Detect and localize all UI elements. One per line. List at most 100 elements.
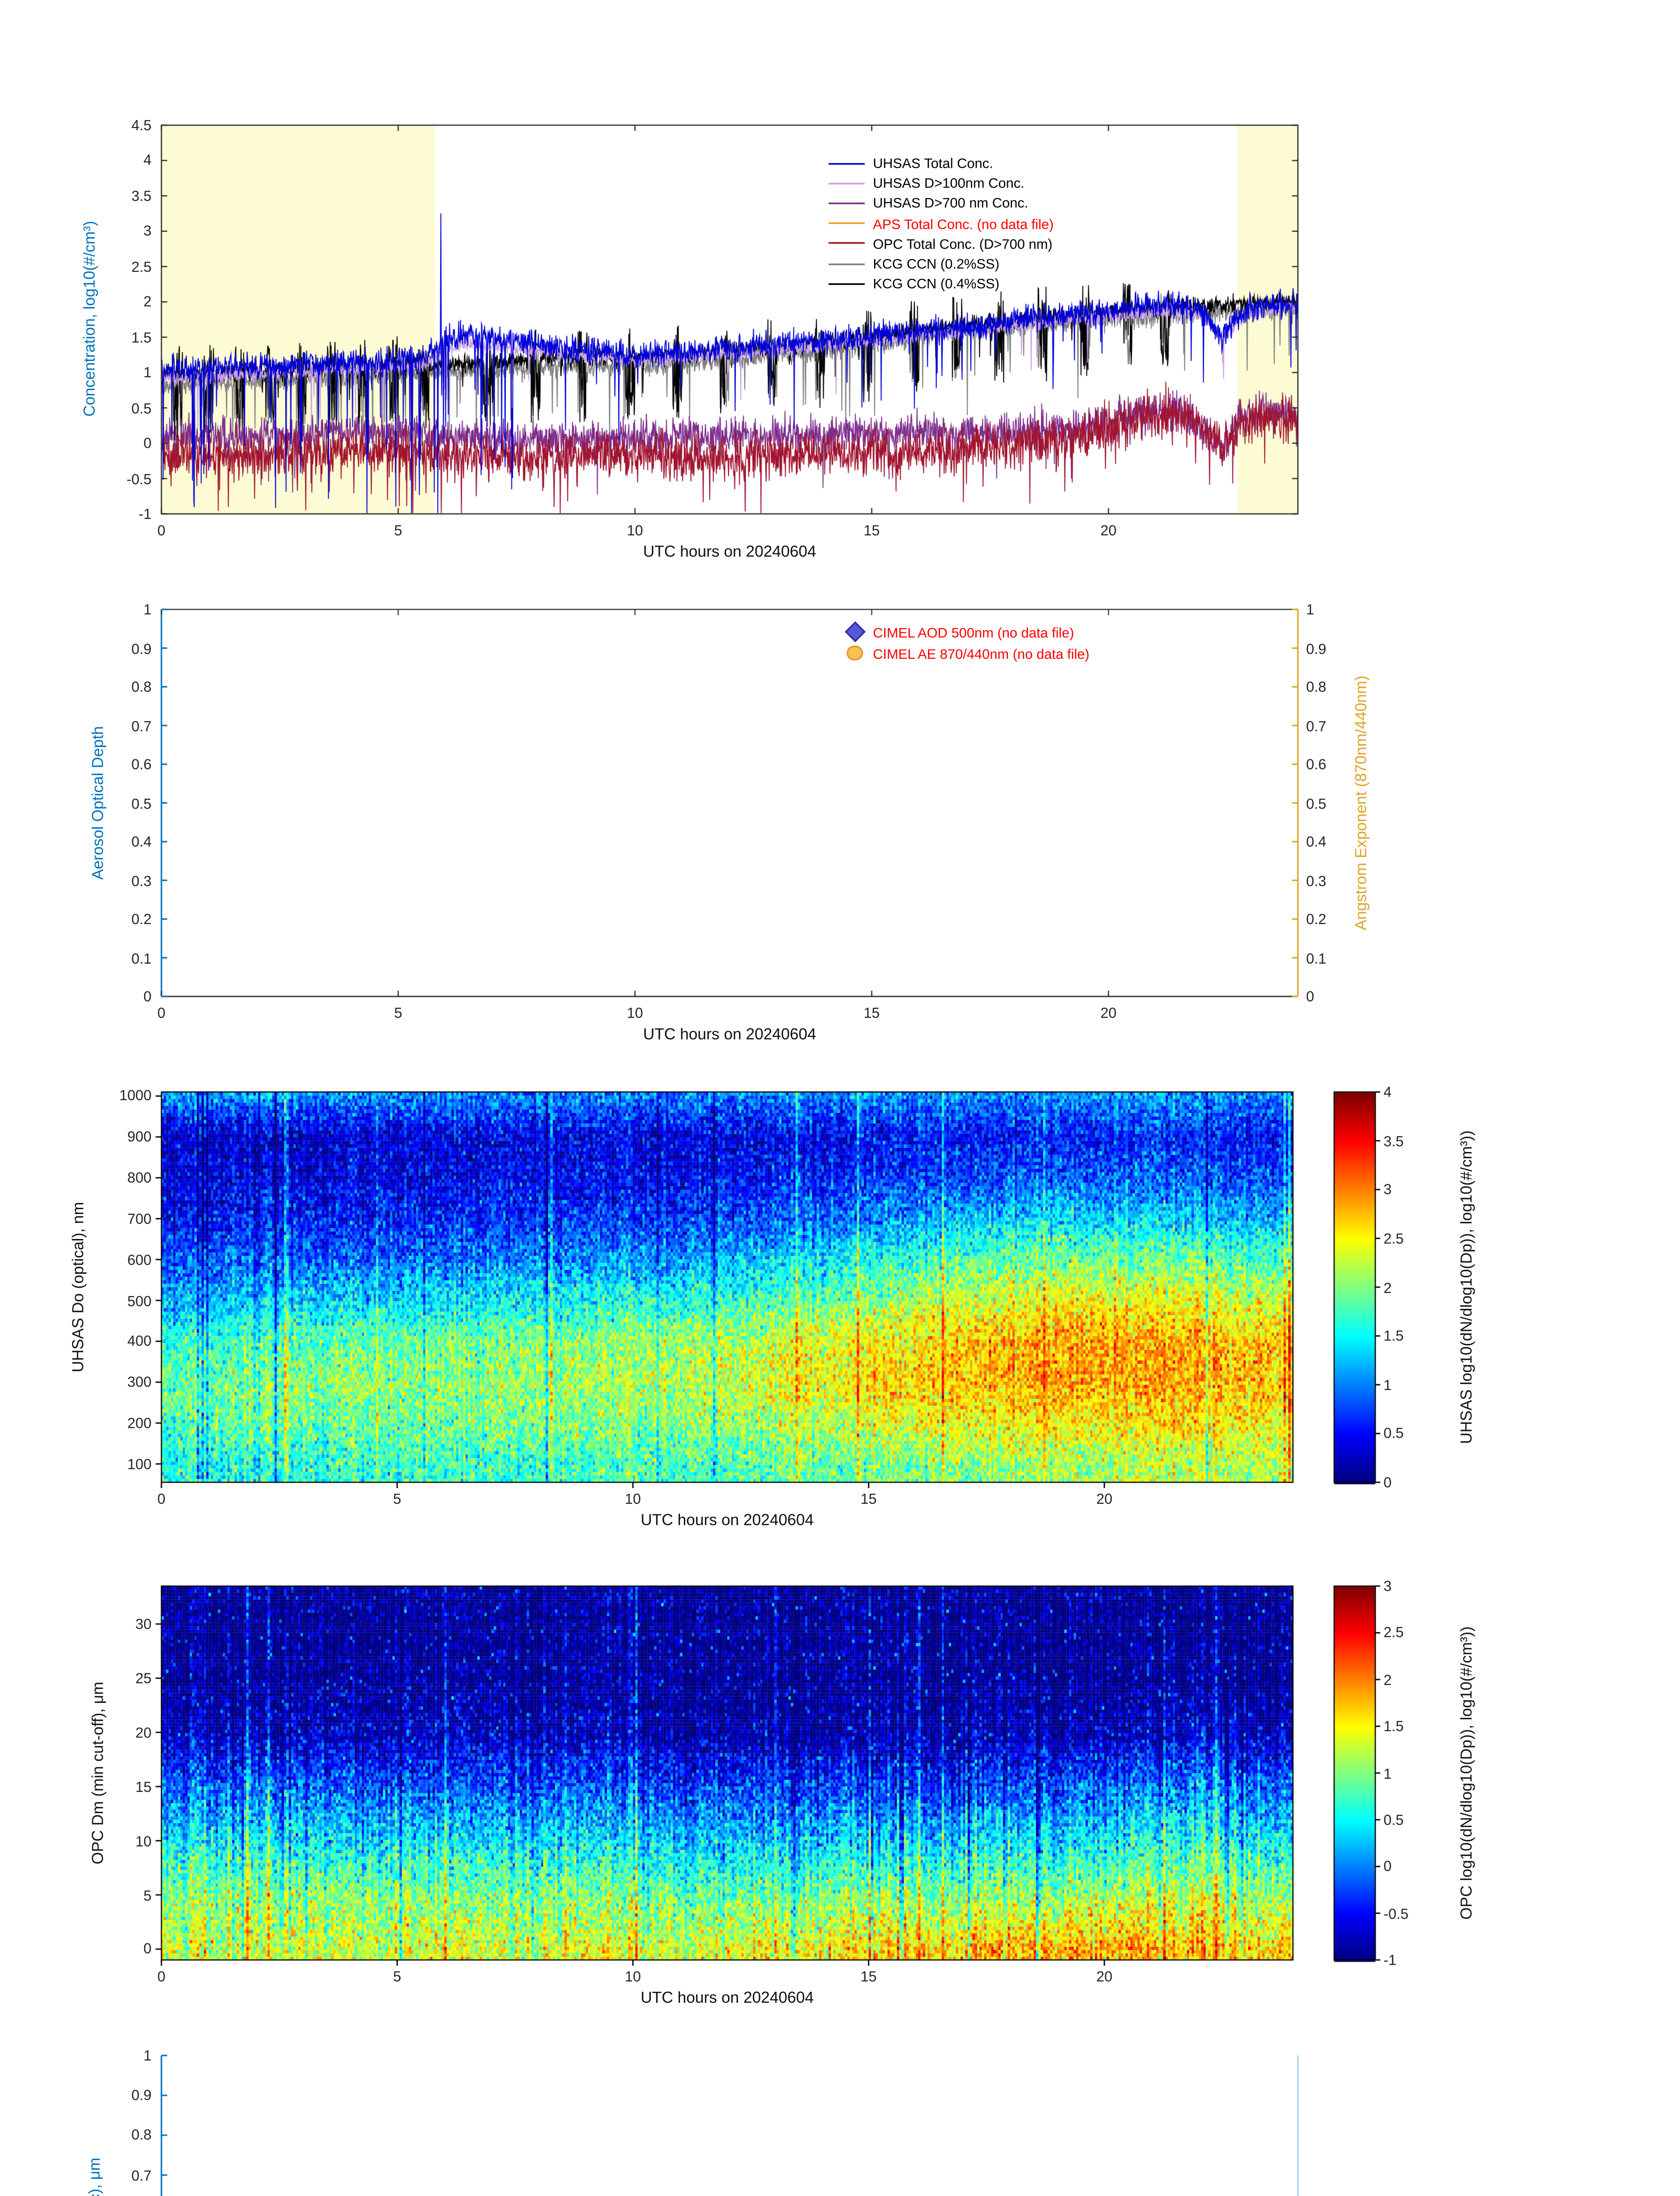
legend-item-label: APS Total Conc. (no data file): [873, 215, 1054, 232]
tick-label: 20: [1100, 521, 1117, 538]
tick-label: 0.5: [1384, 1425, 1404, 1442]
aod-plot-canvas: [148, 596, 1311, 1010]
tick-label: 0.1: [1306, 949, 1326, 966]
tick-label: 4: [1384, 1084, 1392, 1101]
tick-label: 500: [127, 1292, 152, 1309]
diamond-shape: [845, 621, 865, 642]
tick-label: 0: [157, 1004, 166, 1021]
concentration-legend: UHSAS Total Conc. UHSAS D>100nm Conc. UHSA…: [828, 153, 1054, 294]
tick-label: 0: [157, 521, 166, 538]
tick-label: 600: [127, 1251, 152, 1268]
tick-label: 0: [157, 1967, 166, 1984]
tick-label: 15: [860, 1967, 877, 1984]
tick-label: -0.5: [126, 470, 152, 487]
tick-label: 2.5: [1384, 1624, 1404, 1641]
tick-label: 0.4: [1306, 833, 1326, 850]
tick-label: 0.5: [1384, 1811, 1404, 1828]
tick-label: 400: [127, 1333, 152, 1350]
opc-heatmap-canvas: [148, 1573, 1306, 1973]
tick-label: 1: [143, 364, 152, 381]
tick-label: 5: [394, 1004, 402, 1021]
uhsas-heatmap-canvas: [148, 1079, 1306, 1495]
tick-label: 0.7: [131, 717, 152, 734]
legend-line-sample-icon: [828, 282, 865, 285]
tick-label: 0: [143, 435, 152, 451]
legend-item-label: UHSAS D>700 nm Conc.: [873, 195, 1028, 212]
tick-label: 2: [143, 293, 152, 310]
legend-item: UHSAS D>100nm Conc.: [828, 173, 1054, 193]
tick-label: 0.9: [131, 2087, 152, 2104]
tick-label: -1: [1384, 1951, 1397, 1968]
uhsas-colorbar: [1321, 1079, 1389, 1495]
tick-label: 0.5: [131, 795, 152, 811]
tick-label: 1.5: [1384, 1718, 1404, 1735]
legend-item-label: CIMEL AOD 500nm (no data file): [873, 624, 1074, 640]
legend-item: APS Total Conc. (no data file): [828, 213, 1054, 234]
tick-label: 25: [135, 1670, 152, 1687]
tick-label: 0.5: [1306, 795, 1326, 811]
tick-label: 0.1: [131, 949, 152, 966]
tick-label: 5: [393, 1489, 401, 1506]
tick-label: 0.3: [1306, 872, 1326, 889]
tick-label: 700: [127, 1210, 152, 1227]
tick-label: 1: [143, 601, 152, 618]
tick-label: 1.5: [131, 329, 152, 346]
tick-label: 5: [393, 1967, 401, 1984]
tick-label: 20: [1096, 1489, 1113, 1506]
circle-shape: [847, 645, 863, 661]
tick-label: 1: [1306, 601, 1315, 618]
tick-label: 1: [143, 2047, 152, 2064]
tick-label: 2.5: [131, 258, 152, 275]
tick-label: -1: [138, 506, 152, 522]
legend-item-label: CIMEL AE 870/440nm (no data file): [873, 646, 1090, 663]
legend-item: OPC Total Conc. (D>700 nm): [828, 234, 1054, 254]
tick-label: 0.7: [131, 2167, 152, 2183]
tick-label: 15: [860, 1489, 877, 1506]
tick-label: 20: [1096, 1967, 1113, 1984]
legend-item-label: UHSAS D>100nm Conc.: [873, 175, 1025, 192]
tick-label: 0.9: [1306, 639, 1326, 657]
tick-label: 0.3: [131, 872, 152, 889]
tick-label: 4.5: [131, 117, 152, 134]
tick-label: 0.2: [131, 910, 152, 928]
opc-x-axis-label: UTC hours on 20240604: [640, 1990, 814, 2008]
tick-label: 200: [127, 1415, 152, 1431]
legend-line-sample-icon: [828, 242, 865, 245]
legend-item: KCG CCN (0.2%SS): [828, 253, 1054, 274]
legend-item-label: KCG CCN (0.4%SS): [873, 275, 1000, 292]
tick-label: 10: [627, 1004, 643, 1021]
tick-label: 5: [394, 521, 402, 538]
tick-label: 0: [1384, 1858, 1392, 1875]
tick-label: 10: [627, 521, 643, 538]
opc-colorbar-label: OPC log10(dN/dlog10(Dp)), log10(#/cm³)): [1458, 1625, 1477, 1919]
tick-label: 4: [143, 152, 152, 169]
aps-plot-canvas: [148, 2042, 1311, 2196]
tick-label: 3: [143, 223, 152, 240]
tick-label: 2.5: [1384, 1230, 1404, 1247]
concentration-y-axis-label: Concentration, log10(#/cm³): [81, 220, 100, 417]
tick-label: 0: [143, 1941, 152, 1958]
tick-label: 0.5: [131, 399, 152, 416]
legend-line-sample-icon: [828, 162, 865, 164]
legend-line-sample-icon: [828, 182, 865, 184]
circle-marker-icon: [843, 639, 867, 669]
tick-label: 20: [1100, 1004, 1117, 1021]
concentration-timeseries-canvas: [148, 112, 1311, 527]
tick-label: 300: [127, 1374, 152, 1391]
tick-label: 2: [1384, 1279, 1392, 1296]
tick-label: 0.9: [131, 639, 152, 657]
legend-item: UHSAS D>700 nm Conc.: [828, 193, 1054, 213]
tick-label: 0.7: [1306, 717, 1326, 734]
tick-label: 0: [1306, 988, 1315, 1005]
tick-label: 0.8: [131, 2127, 152, 2144]
tick-label: 900: [127, 1128, 152, 1145]
tick-label: 2: [1384, 1671, 1392, 1688]
legend-line-sample-icon: [828, 263, 865, 264]
tick-label: 10: [625, 1967, 641, 1984]
tick-label: 0.4: [131, 833, 152, 850]
legend-item-label: KCG CCN (0.2%SS): [873, 255, 1000, 272]
legend-line-sample-icon: [828, 202, 865, 204]
uhsas-colorbar-label: UHSAS log10(dN/dlog10(Dp)), log10(#/cm³)…: [1458, 1129, 1477, 1443]
tick-label: 10: [135, 1832, 152, 1849]
